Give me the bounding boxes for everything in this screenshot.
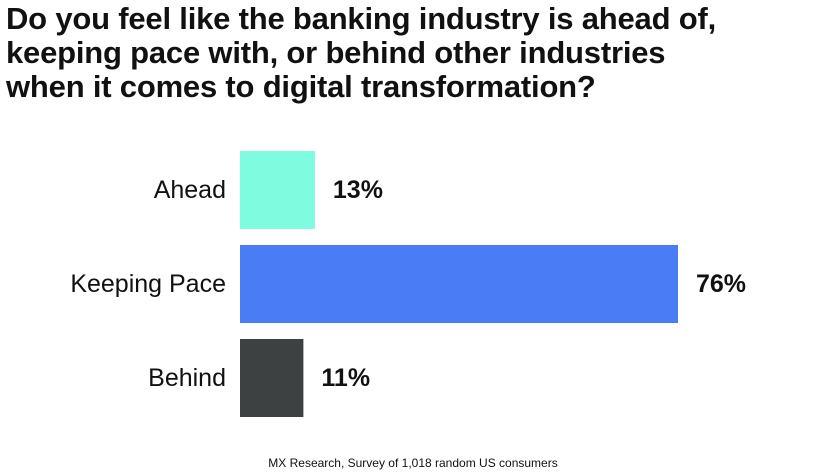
title-line-2: keeping pace with, or behind other indus… <box>6 35 666 70</box>
category-label-keeping-pace: Keeping Pace <box>70 270 226 298</box>
title-line-1: Do you feel like the banking industry is… <box>6 1 717 36</box>
chart-title: Do you feel like the banking industry is… <box>6 2 821 104</box>
category-label-ahead: Ahead <box>154 176 226 204</box>
source-note: MX Research, Survey of 1,018 random US c… <box>268 456 558 470</box>
value-label-ahead: 13% <box>333 176 383 204</box>
value-label-keeping-pace: 76% <box>696 270 746 298</box>
category-label-behind: Behind <box>148 364 226 392</box>
value-label-behind: 11% <box>321 364 370 392</box>
bar-ahead <box>240 151 315 229</box>
title-line-3: when it comes to digital transformation? <box>6 69 596 104</box>
bar-behind <box>240 339 304 417</box>
bar-keeping-pace <box>240 245 678 323</box>
